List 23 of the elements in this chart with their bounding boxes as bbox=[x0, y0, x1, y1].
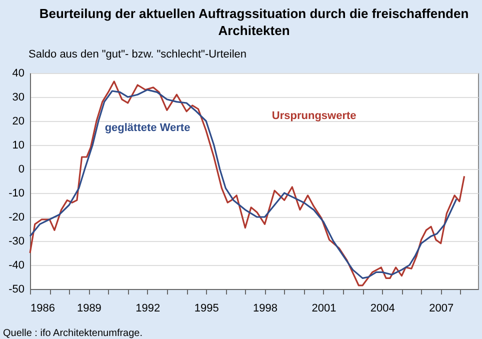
x-tick-label: 1992 bbox=[136, 302, 160, 314]
y-axis-title: Saldo aus den "gut"- bzw. "schlecht"-Urteilen bbox=[28, 48, 247, 60]
y-tick-label: 20 bbox=[12, 116, 24, 128]
x-tick-label: 2001 bbox=[312, 302, 336, 314]
x-tick-label: 2007 bbox=[429, 302, 454, 314]
y-tick-label: -30 bbox=[8, 236, 24, 248]
source-note: Quelle : ifo Architektenumfrage. bbox=[3, 328, 143, 339]
x-tick-label: 1998 bbox=[253, 302, 278, 314]
y-tick-label: -20 bbox=[8, 212, 24, 224]
chart-title: Beurteilung der aktuellen Auftragssituation durch die freischaffenden Architekten bbox=[39, 6, 469, 38]
x-tick-label: 1986 bbox=[30, 302, 55, 314]
y-tick-label: 30 bbox=[12, 92, 24, 104]
y-tick-label: -40 bbox=[8, 260, 24, 272]
y-tick-label: 10 bbox=[12, 140, 24, 152]
y-tick-label: 0 bbox=[18, 164, 24, 176]
x-tick-label: 1989 bbox=[76, 302, 102, 314]
y-tick-label: -10 bbox=[8, 188, 24, 200]
y-tick-label: 40 bbox=[12, 68, 24, 80]
x-tick-label: 2004 bbox=[370, 302, 395, 314]
y-tick-label: -50 bbox=[8, 284, 24, 296]
series-label: geglättete Werte bbox=[104, 122, 190, 134]
x-tick-label: 1995 bbox=[194, 302, 219, 314]
text: Ursprungswerte bbox=[272, 110, 356, 122]
